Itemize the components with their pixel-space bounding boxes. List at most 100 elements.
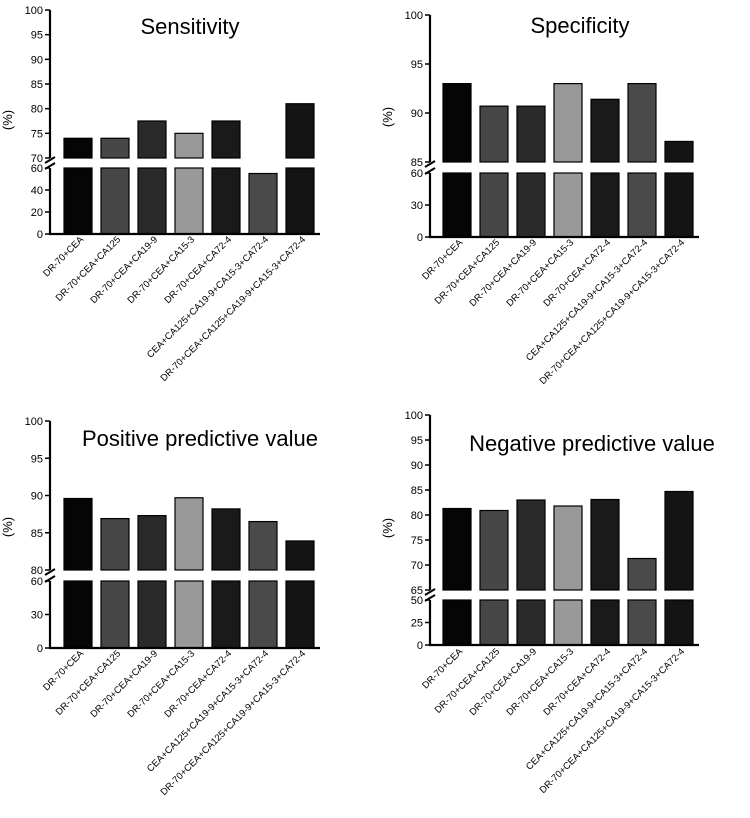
y-tick-label: 80 bbox=[411, 510, 423, 522]
bar-upper-5 bbox=[590, 498, 620, 591]
bar-lower-4 bbox=[174, 167, 204, 235]
y-tick-label: 75 bbox=[31, 128, 43, 140]
y-tick-label: 90 bbox=[31, 54, 43, 66]
bar-lower-2 bbox=[100, 580, 130, 649]
bar-upper-5 bbox=[211, 120, 241, 159]
x-tick-label: DR-70+CEA+CA72-4 bbox=[541, 237, 613, 309]
y-tick-label: 60 bbox=[31, 576, 43, 588]
y-tick-label: 60 bbox=[31, 163, 43, 175]
bar-upper-1 bbox=[442, 82, 472, 163]
y-tick-label: 70 bbox=[31, 153, 43, 165]
x-tick-label: DR-70+CEA+CA15-3 bbox=[504, 237, 576, 309]
bar-lower-1 bbox=[63, 580, 93, 649]
axis-break-mark-1 bbox=[424, 588, 436, 596]
y-tick-label: 0 bbox=[417, 640, 423, 652]
y-tick-label: 40 bbox=[31, 185, 43, 197]
bar-upper-4 bbox=[174, 132, 204, 159]
x-tick-label: DR-70+CEA+CA125 bbox=[54, 234, 123, 303]
y-axis-label: (%) bbox=[380, 518, 395, 538]
y-tick-label: 90 bbox=[31, 491, 43, 503]
x-tick-label: DR-70+CEA+CA15-3 bbox=[125, 648, 197, 720]
bar-lower-2 bbox=[479, 172, 509, 238]
y-tick-label: 95 bbox=[411, 59, 423, 71]
axis-break-mark-1 bbox=[44, 156, 56, 164]
axis-break-gap bbox=[44, 159, 323, 167]
x-tick-label: DR-70+CEA+CA72-4 bbox=[541, 646, 613, 718]
bar-upper-7 bbox=[285, 103, 315, 159]
bar-upper-1 bbox=[63, 497, 93, 571]
bar-upper-3 bbox=[516, 499, 546, 591]
axis-break-gap bbox=[44, 571, 323, 580]
bar-upper-6 bbox=[248, 520, 278, 571]
y-tick-label: 95 bbox=[31, 30, 43, 42]
bar-lower-6 bbox=[627, 599, 657, 646]
bar-upper-5 bbox=[590, 98, 620, 163]
chart-title: Sensitivity bbox=[140, 14, 239, 39]
bar-lower-7 bbox=[664, 599, 694, 646]
chart-panel-3: 80 85 90 95 100 0 30 60 Positive predictive valu… bbox=[0, 416, 323, 798]
axis-break-mark-1 bbox=[44, 568, 56, 576]
bar-lower-5 bbox=[211, 580, 241, 649]
bar-lower-6 bbox=[248, 580, 278, 649]
bar-lower-3 bbox=[137, 580, 167, 649]
x-tick-label: DR-70+CEA+CA19-9 bbox=[467, 237, 539, 309]
bar-lower-5 bbox=[590, 172, 620, 238]
chart-title: Negative predictive value bbox=[469, 431, 715, 456]
bar-lower-3 bbox=[516, 172, 546, 238]
y-tick-label: 80 bbox=[31, 104, 43, 116]
chart-title: Positive predictive value bbox=[82, 426, 318, 451]
y-tick-label: 100 bbox=[405, 10, 423, 22]
y-tick-label: 90 bbox=[411, 108, 423, 120]
x-tick-label: DR-70+CEA+CA15-3 bbox=[125, 234, 197, 306]
axis-break-mark-1 bbox=[424, 160, 436, 168]
y-tick-label: 0 bbox=[417, 232, 423, 244]
y-tick-label: 70 bbox=[411, 560, 423, 572]
bar-lower-4 bbox=[174, 580, 204, 649]
y-tick-label: 100 bbox=[405, 410, 423, 422]
x-tick-label: DR-70+CEA+CA19-9 bbox=[88, 648, 160, 720]
bar-upper-4 bbox=[553, 82, 583, 163]
x-tick-label: DR-70+CEA+CA72-4 bbox=[162, 648, 234, 720]
y-tick-label: 25 bbox=[411, 618, 423, 630]
bar-lower-7 bbox=[664, 172, 694, 238]
chart-title: Specificity bbox=[530, 13, 629, 38]
x-tick-label: DR-70+CEA+CA19-9 bbox=[88, 234, 160, 306]
x-tick-label: DR-70+CEA+CA125 bbox=[433, 237, 502, 306]
chart-panel-1: 70 75 80 85 90 95 100 0 20 40 60 Sensitivity (%) DR-7… bbox=[0, 5, 323, 384]
bar-upper-6 bbox=[627, 557, 657, 591]
y-tick-label: 65 bbox=[411, 585, 423, 597]
y-tick-label: 80 bbox=[31, 565, 43, 577]
bar-lower-3 bbox=[516, 599, 546, 646]
bar-upper-7 bbox=[664, 140, 694, 163]
y-axis-label: (%) bbox=[0, 110, 15, 130]
y-tick-label: 90 bbox=[411, 460, 423, 472]
bar-upper-1 bbox=[442, 507, 472, 591]
y-tick-label: 85 bbox=[411, 157, 423, 169]
y-tick-label: 50 bbox=[411, 595, 423, 607]
y-tick-label: 85 bbox=[31, 79, 43, 91]
y-tick-label: 30 bbox=[411, 200, 423, 212]
bar-lower-7 bbox=[285, 167, 315, 235]
bar-lower-3 bbox=[137, 167, 167, 235]
bar-upper-7 bbox=[285, 540, 315, 571]
bar-upper-2 bbox=[100, 137, 130, 159]
bar-upper-4 bbox=[553, 505, 583, 591]
chart-panel-2: 85909510003060Specificity(%)DR-70+CEADR-… bbox=[380, 10, 703, 387]
bar-lower-2 bbox=[100, 167, 130, 235]
axis-break-gap bbox=[424, 591, 703, 599]
y-tick-label: 85 bbox=[411, 485, 423, 497]
y-tick-label: 85 bbox=[31, 528, 43, 540]
x-tick-label: DR-70+CEA+CA72-4 bbox=[162, 234, 234, 306]
x-tick-label: DR-70+CEA+CA19-9 bbox=[467, 646, 539, 718]
y-tick-label: 100 bbox=[25, 416, 43, 428]
y-tick-label: 60 bbox=[411, 168, 423, 180]
bar-lower-6 bbox=[248, 172, 278, 235]
bar-lower-7 bbox=[285, 580, 315, 649]
bar-upper-2 bbox=[100, 517, 130, 571]
bar-lower-4 bbox=[553, 599, 583, 646]
chart-panel-4: 65 70 75 80 85 90 95 100 0 25 50 Negative predictiv… bbox=[380, 410, 715, 796]
axis-break-gap bbox=[424, 163, 703, 172]
bar-upper-3 bbox=[137, 515, 167, 571]
bar-upper-4 bbox=[174, 497, 204, 571]
